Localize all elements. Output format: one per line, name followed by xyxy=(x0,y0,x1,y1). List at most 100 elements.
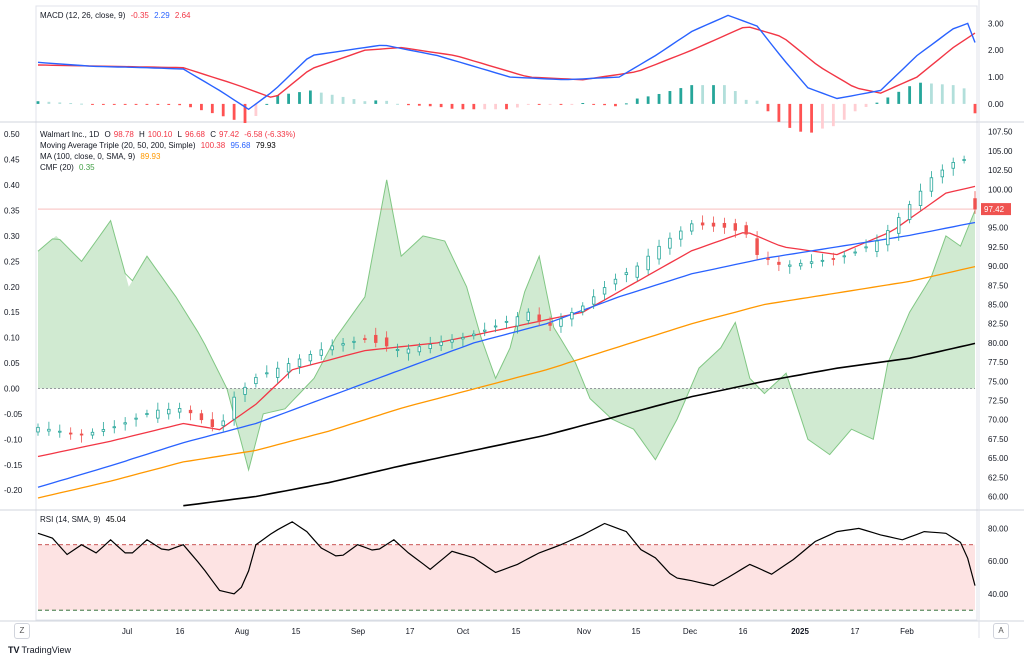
log-scale-button[interactable]: Z xyxy=(14,623,30,639)
candle-body xyxy=(275,367,280,378)
macd-hist-bar xyxy=(200,103,203,111)
candle-body xyxy=(690,223,694,232)
macd-hist-bar xyxy=(439,103,443,108)
macd-hist-bar xyxy=(232,103,236,120)
candle-body xyxy=(886,230,890,246)
cmf-tick-label: -0.10 xyxy=(4,435,23,444)
macd-hist-bar xyxy=(352,99,356,104)
macd-hist-bar xyxy=(167,103,171,105)
macd-hist-bar xyxy=(58,102,62,104)
macd-hist-bar xyxy=(940,84,944,104)
price-tick-label: 77.50 xyxy=(988,358,1009,367)
macd-hist-value: -0.35 xyxy=(130,11,149,20)
candle-body xyxy=(428,344,432,349)
macd-hist-bar xyxy=(853,103,857,112)
candle-body xyxy=(809,261,814,264)
candle-body xyxy=(308,353,313,362)
candle-body xyxy=(341,343,345,346)
macd-hist-bar xyxy=(646,96,650,104)
cmf-line xyxy=(37,179,976,472)
tradingview-logo[interactable]: TV TradingView xyxy=(8,645,71,655)
macd-hist-bar xyxy=(908,86,912,104)
candle-body xyxy=(36,426,40,433)
candle-body xyxy=(657,245,661,260)
auto-scale-button[interactable]: A xyxy=(993,623,1009,639)
time-tick-label: 16 xyxy=(739,627,748,636)
candle-body xyxy=(733,223,738,231)
ma100-label: MA (100, close, 0, SMA, 9) xyxy=(40,152,136,161)
candle-body xyxy=(646,255,650,271)
cmf-tick-label: 0.10 xyxy=(4,334,20,343)
macd-hist-bar xyxy=(930,83,933,104)
macd-hist-bar xyxy=(374,100,378,104)
macd-hist-bar xyxy=(559,103,563,105)
macd-hist-bar xyxy=(788,103,792,128)
candle-body xyxy=(679,230,683,240)
candle-body xyxy=(907,204,912,220)
rsi-line xyxy=(37,521,976,595)
macd-hist-bar xyxy=(842,103,846,120)
macd-hist-bar xyxy=(690,85,694,104)
macd-hist-bar xyxy=(428,103,432,107)
low-value: 96.68 xyxy=(184,130,205,139)
ma-triple-label: Moving Average Triple (20, 50, 200, Simp… xyxy=(40,141,196,150)
candle-body xyxy=(417,346,422,353)
candle-body xyxy=(297,358,302,367)
macd-hist-bar xyxy=(951,85,955,104)
macd-hist-bar xyxy=(461,103,465,110)
candle-body xyxy=(363,338,367,340)
macd-hist-bar xyxy=(766,103,770,112)
candle-body xyxy=(602,287,607,295)
macd-hist-bar xyxy=(210,103,214,114)
price-change: -6.58 (-6.33%) xyxy=(244,130,296,139)
cmf-tick-label: 0.50 xyxy=(4,130,20,139)
candle-body xyxy=(559,318,563,327)
candle-body xyxy=(384,337,389,347)
macd-legend: MACD (12, 26, close, 9) -0.35 2.29 2.64 xyxy=(40,11,193,20)
cmf-tick-label: 0.45 xyxy=(4,156,20,165)
macd-hist-bar xyxy=(657,93,661,104)
macd-hist-bar xyxy=(668,91,672,104)
candle-body xyxy=(123,422,127,425)
candle-body xyxy=(581,305,585,312)
candle-body xyxy=(962,159,966,161)
macd-hist-bar xyxy=(614,103,617,107)
macd-hist-bar xyxy=(897,91,901,104)
log-scale-button-label: Z xyxy=(19,626,25,635)
macd-hist-bar xyxy=(69,103,73,105)
time-tick-label: Oct xyxy=(457,627,470,636)
symbol-name: Walmart Inc., 1D xyxy=(40,130,100,139)
macd-hist-bar xyxy=(36,101,40,104)
macd-tick-label: 2.00 xyxy=(988,46,1004,55)
cmf-tick-label: 0.25 xyxy=(4,257,20,266)
macd-hist-bar xyxy=(919,82,922,104)
low-label: L xyxy=(177,130,182,139)
candle-body xyxy=(47,428,51,432)
ma100-legend: MA (100, close, 0, SMA, 9) 89.93 xyxy=(40,152,163,161)
rsi-tick-label: 80.00 xyxy=(988,524,1009,533)
macd-hist-bar xyxy=(962,88,966,104)
candle-body xyxy=(624,272,629,276)
candle-body xyxy=(79,433,84,436)
candle-body xyxy=(461,337,465,340)
ohlc-open: O 98.78 xyxy=(105,130,134,139)
high-label: H xyxy=(139,130,145,139)
cmf-label: CMF (20) xyxy=(40,163,74,172)
macd-hist-bar xyxy=(123,103,127,105)
macd-hist-bar xyxy=(287,93,290,104)
macd-hist-bar xyxy=(973,103,977,114)
rsi-label: RSI (14, SMA, 9) xyxy=(40,515,101,524)
macd-hist-bar xyxy=(548,103,552,105)
macd-line-value: 2.29 xyxy=(154,11,170,20)
rsi-legend: RSI (14, SMA, 9) 45.04 xyxy=(40,515,129,524)
candle-body xyxy=(210,419,215,427)
auto-scale-button-label: A xyxy=(998,626,1004,635)
macd-hist-bar xyxy=(417,103,421,106)
time-tick-label: Sep xyxy=(351,627,366,636)
candle-body xyxy=(472,333,476,337)
candle-body xyxy=(374,334,378,343)
high-value: 100.10 xyxy=(147,130,173,139)
ma-triple-legend: Moving Average Triple (20, 50, 200, Simp… xyxy=(40,141,279,150)
macd-hist-bar xyxy=(276,95,280,104)
